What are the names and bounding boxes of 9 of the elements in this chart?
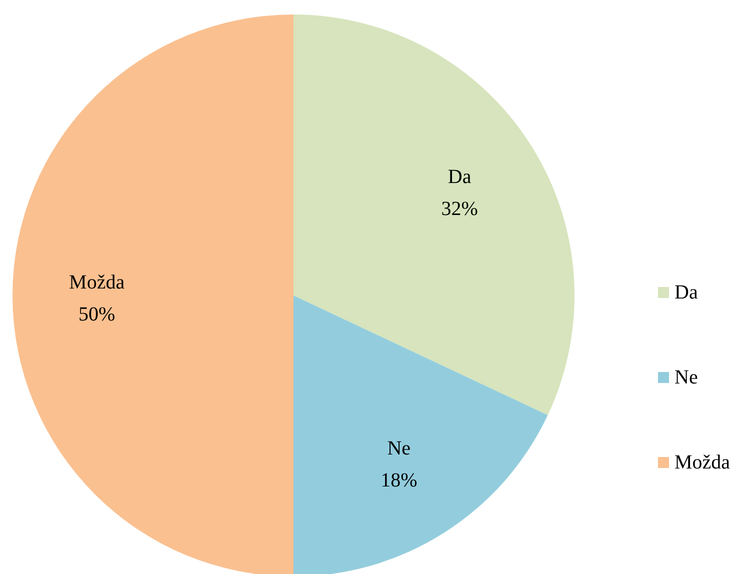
legend-label: Da: [674, 282, 698, 304]
slice-label: Ne: [387, 438, 411, 460]
slice-label: Možda: [69, 272, 125, 294]
data-label: 18%: [380, 470, 418, 492]
legend-label: Možda: [674, 452, 730, 474]
data-label: 50%: [78, 304, 116, 326]
data-label: 32%: [441, 198, 478, 220]
slice-label: Da: [448, 166, 472, 188]
legend-label: Ne: [674, 366, 698, 388]
